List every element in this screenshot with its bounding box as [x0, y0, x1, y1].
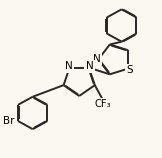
Text: N: N: [86, 61, 93, 71]
Text: CF₃: CF₃: [94, 99, 111, 109]
Text: Br: Br: [3, 116, 15, 126]
Text: S: S: [126, 65, 133, 75]
Text: N: N: [93, 54, 101, 64]
Text: N: N: [65, 61, 73, 71]
